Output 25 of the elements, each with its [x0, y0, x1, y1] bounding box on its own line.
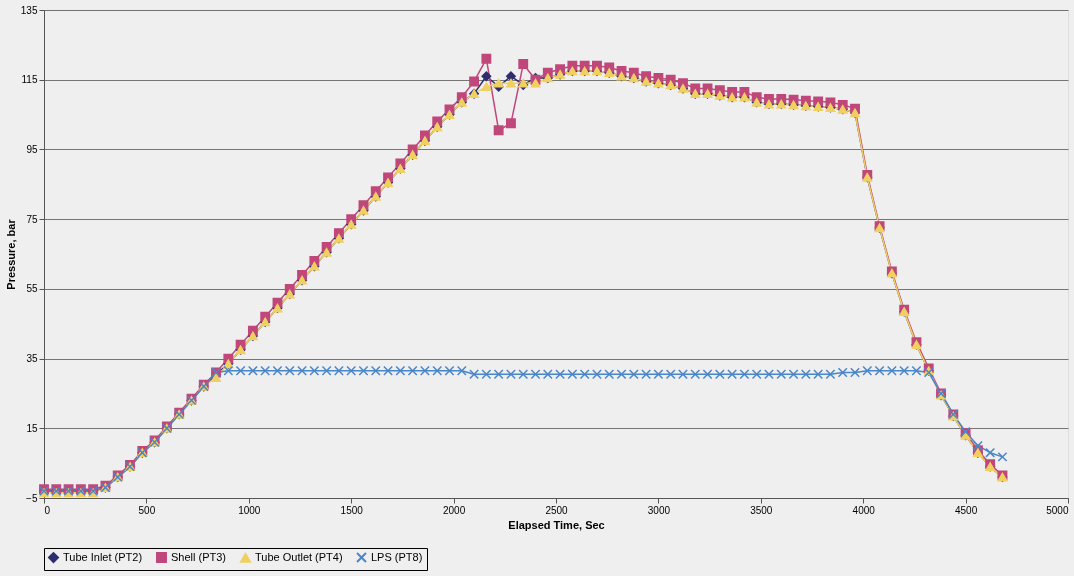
y-tick-label: 35 — [26, 353, 38, 365]
x-tick-label: 4500 — [954, 504, 978, 516]
y-tick-label: 75 — [26, 213, 38, 225]
y-tick-label: 55 — [26, 283, 38, 295]
x-tick-label: 4000 — [852, 504, 876, 516]
x-tick-label: 0 — [44, 504, 51, 516]
x-tick-label: 500 — [138, 504, 156, 516]
x-tick-label: 2500 — [545, 504, 569, 516]
x-tick-label: 1500 — [340, 504, 364, 516]
x-tick-label: 2000 — [442, 504, 466, 516]
legend-label: Shell (PT3) — [171, 550, 227, 563]
legend-label: Tube Outlet (PT4) — [255, 550, 343, 563]
y-tick-label: −5 — [26, 492, 38, 504]
x-tick-label: 5000 — [1046, 504, 1069, 516]
legend-label: LPS (PT8) — [371, 550, 423, 563]
y-tick-label: 15 — [26, 422, 38, 434]
y-tick-label: 115 — [21, 74, 38, 86]
y-axis-title: Pressure, bar — [4, 218, 17, 290]
y-tick-label: 135 — [20, 4, 38, 16]
x-axis-title: Elapsed Time, Sec — [508, 518, 605, 531]
x-tick-label: 3500 — [750, 504, 773, 516]
x-tick-label: 3000 — [647, 504, 671, 516]
x-tick-label: 1000 — [238, 504, 261, 516]
y-tick-label: 95 — [26, 143, 38, 155]
legend-label: Tube Inlet (PT2) — [63, 550, 143, 563]
